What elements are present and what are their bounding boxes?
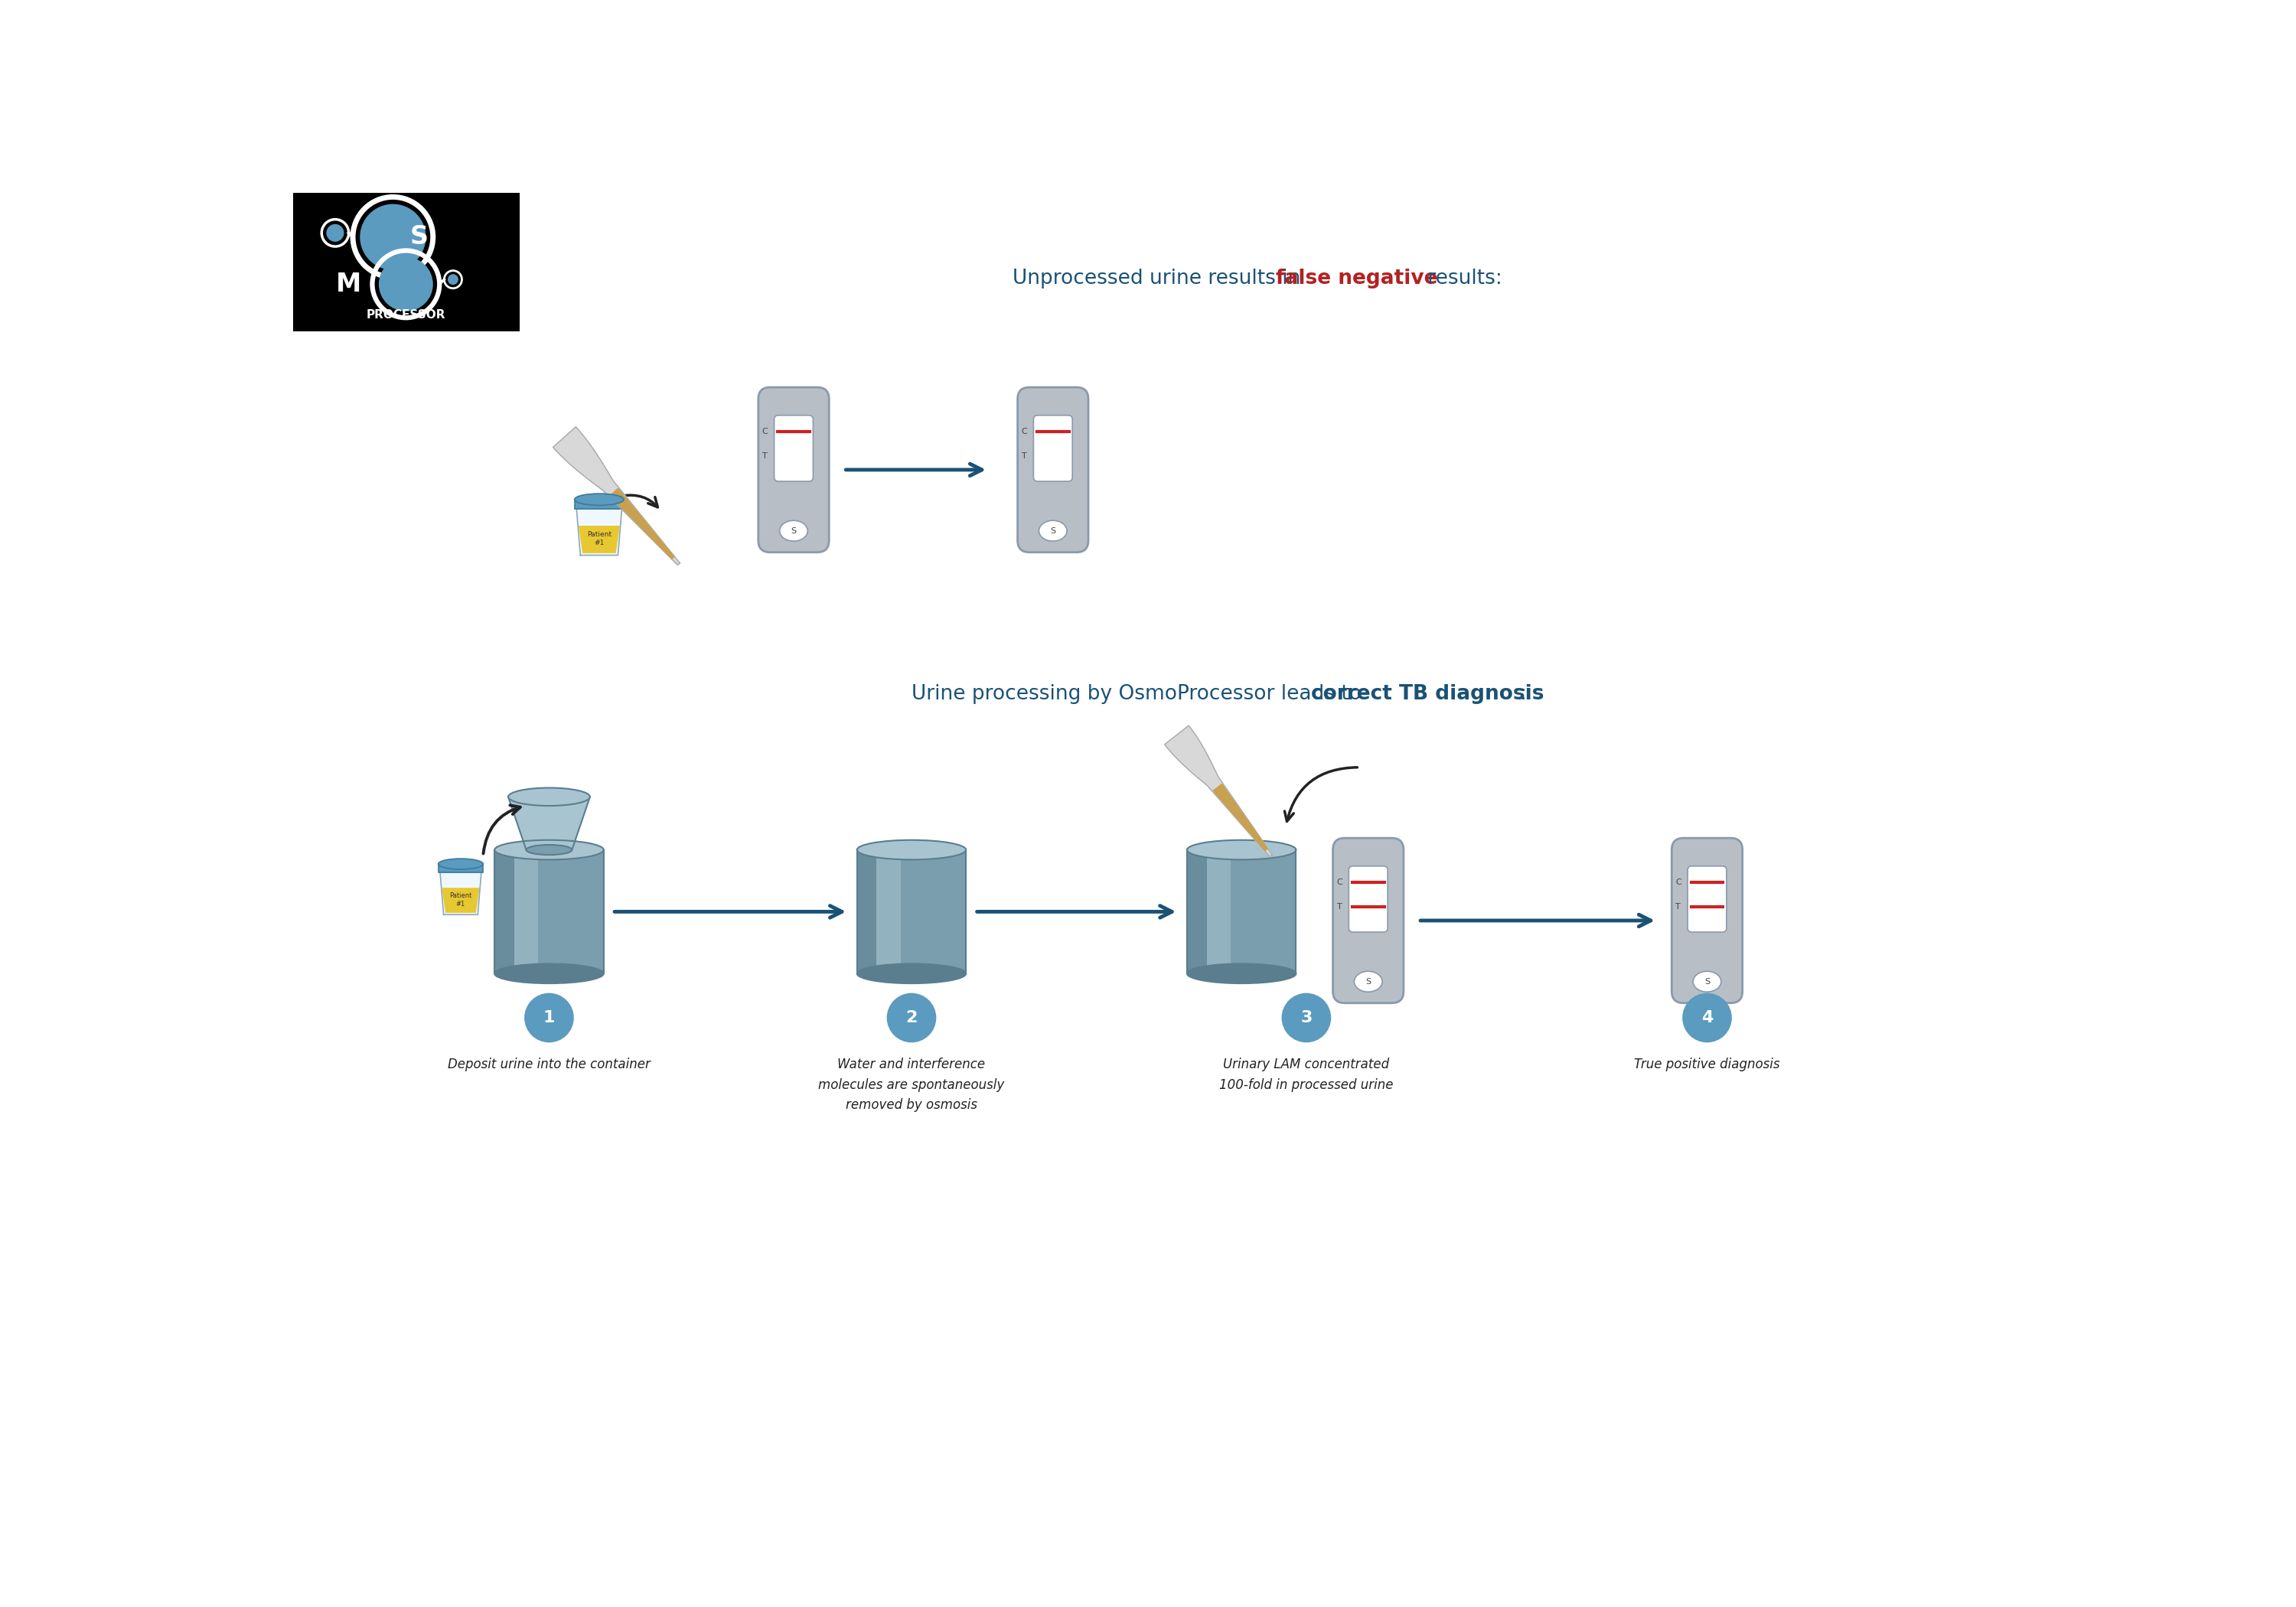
Circle shape xyxy=(326,223,344,241)
Ellipse shape xyxy=(439,858,482,869)
Bar xyxy=(294,193,519,331)
Text: Patient
#1: Patient #1 xyxy=(588,532,611,546)
Text: PROCESSOR: PROCESSOR xyxy=(367,309,445,320)
Text: 1: 1 xyxy=(544,1011,556,1025)
Bar xyxy=(574,500,625,508)
Ellipse shape xyxy=(856,840,967,860)
FancyBboxPatch shape xyxy=(1017,387,1088,553)
Ellipse shape xyxy=(856,964,967,983)
Bar xyxy=(1187,850,1295,974)
Bar xyxy=(514,850,537,974)
Ellipse shape xyxy=(494,964,604,983)
Ellipse shape xyxy=(1187,840,1295,860)
FancyBboxPatch shape xyxy=(758,387,829,553)
Polygon shape xyxy=(553,427,680,566)
Text: 4: 4 xyxy=(1701,1011,1713,1025)
Bar xyxy=(856,850,967,974)
Ellipse shape xyxy=(574,493,625,505)
Polygon shape xyxy=(443,889,480,913)
Polygon shape xyxy=(611,489,675,559)
Circle shape xyxy=(1281,993,1332,1043)
Text: Deposit urine into the container: Deposit urine into the container xyxy=(448,1057,650,1072)
Ellipse shape xyxy=(1355,971,1382,992)
Text: M: M xyxy=(335,272,360,297)
Text: 3: 3 xyxy=(1300,1011,1313,1025)
Ellipse shape xyxy=(1040,521,1068,542)
Ellipse shape xyxy=(781,521,808,542)
Text: Patient
#1: Patient #1 xyxy=(450,892,473,908)
Polygon shape xyxy=(441,873,482,914)
FancyBboxPatch shape xyxy=(1334,839,1403,1003)
Text: C: C xyxy=(1336,879,1343,887)
Text: True positive diagnosis: True positive diagnosis xyxy=(1635,1057,1779,1072)
Text: results:: results: xyxy=(1421,268,1502,288)
Text: Water and interference
molecules are spontaneously
removed by osmosis: Water and interference molecules are spo… xyxy=(817,1057,1006,1112)
Circle shape xyxy=(886,993,937,1043)
Text: correct TB diagnosis: correct TB diagnosis xyxy=(1311,683,1543,704)
Circle shape xyxy=(523,993,574,1043)
Text: 2: 2 xyxy=(905,1011,918,1025)
Ellipse shape xyxy=(1692,971,1722,992)
Text: S: S xyxy=(1704,977,1711,985)
Text: Unprocessed urine results in: Unprocessed urine results in xyxy=(1013,268,1306,288)
Text: T: T xyxy=(1676,903,1681,911)
Text: T: T xyxy=(1022,453,1026,460)
FancyBboxPatch shape xyxy=(1671,839,1743,1003)
Ellipse shape xyxy=(507,787,590,805)
Ellipse shape xyxy=(1187,964,1295,983)
Text: S: S xyxy=(1366,977,1371,985)
Polygon shape xyxy=(579,525,620,553)
Circle shape xyxy=(379,257,434,312)
Text: C: C xyxy=(1022,427,1026,435)
FancyBboxPatch shape xyxy=(774,415,813,482)
Bar xyxy=(439,865,482,873)
Circle shape xyxy=(1683,993,1731,1043)
Bar xyxy=(494,850,514,974)
Text: false negative: false negative xyxy=(1277,268,1437,288)
Ellipse shape xyxy=(494,840,604,860)
Bar xyxy=(494,850,604,974)
Text: T: T xyxy=(762,453,767,460)
Bar xyxy=(1208,850,1231,974)
Text: C: C xyxy=(762,427,767,435)
FancyBboxPatch shape xyxy=(1688,866,1727,932)
Text: :: : xyxy=(1520,683,1527,704)
Text: S: S xyxy=(790,527,797,535)
Text: S: S xyxy=(1049,527,1056,535)
Text: C: C xyxy=(1676,879,1681,887)
Bar xyxy=(877,850,900,974)
Text: Urine processing by OsmoProcessor leads to: Urine processing by OsmoProcessor leads … xyxy=(912,683,1368,704)
Circle shape xyxy=(448,275,459,284)
Polygon shape xyxy=(576,508,622,556)
Bar xyxy=(856,850,877,974)
Polygon shape xyxy=(507,797,590,850)
Text: Urinary LAM concentrated
100-fold in processed urine: Urinary LAM concentrated 100-fold in pro… xyxy=(1219,1057,1394,1091)
Text: T: T xyxy=(1336,903,1341,911)
Bar xyxy=(1187,850,1208,974)
Text: S: S xyxy=(411,225,429,249)
Circle shape xyxy=(360,204,427,270)
FancyBboxPatch shape xyxy=(1348,866,1387,932)
FancyBboxPatch shape xyxy=(1033,415,1072,482)
Polygon shape xyxy=(1164,726,1272,857)
Polygon shape xyxy=(1212,784,1267,850)
Ellipse shape xyxy=(526,845,572,855)
